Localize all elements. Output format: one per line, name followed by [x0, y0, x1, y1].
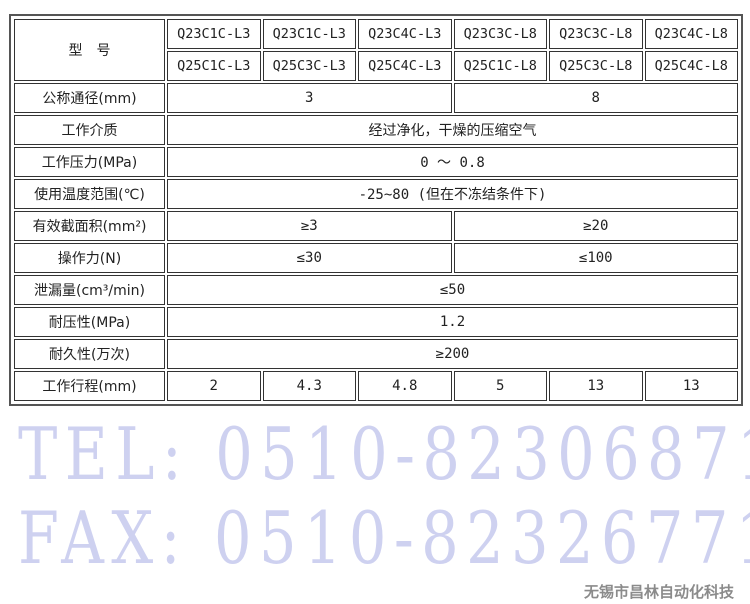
row-label: 有效截面积(mm²)	[14, 211, 165, 241]
model-cell: Q25C4C-L3	[358, 51, 452, 81]
pressure-row: 工作压力(MPa) 0 ～ 0.8	[14, 147, 738, 177]
row-label: 工作行程(mm)	[14, 371, 165, 401]
value-cell: 经过净化，干燥的压缩空气	[167, 115, 738, 145]
model-row-2: Q25C1C-L3 Q25C3C-L3 Q25C4C-L3 Q25C1C-L8 …	[14, 51, 738, 81]
value-cell: 0 ～ 0.8	[167, 147, 738, 177]
leak-row: 泄漏量(cm³/min) ≤50	[14, 275, 738, 305]
watermark-area: TEL: 0510-82306871 FAX: 0510-82326771 无锡…	[0, 412, 750, 604]
value-cell: 4.3	[262, 371, 356, 401]
model-label: 型 号	[14, 19, 165, 81]
model-cell: Q25C3C-L3	[262, 51, 356, 81]
temp-row: 使用温度范围(℃) -25~80 (但在不冻结条件下)	[14, 179, 738, 209]
model-cell: Q23C4C-L3	[358, 19, 452, 49]
value-cell: ≤100	[453, 243, 738, 273]
value-cell: ≥20	[453, 211, 738, 241]
row-label: 工作介质	[14, 115, 165, 145]
row-label: 工作压力(MPa)	[14, 147, 165, 177]
value-cell: 8	[453, 83, 738, 113]
tel-watermark: TEL: 0510-82306871	[18, 412, 750, 496]
model-cell: Q25C1C-L8	[453, 51, 547, 81]
durability-row: 耐久性(万次) ≥200	[14, 339, 738, 369]
fax-watermark: FAX: 0510-82326771	[18, 496, 750, 580]
value-cell: 4.8	[358, 371, 452, 401]
value-cell: 1.2	[167, 307, 738, 337]
spec-table: 型 号 Q23C1C-L3 Q23C1C-L3 Q23C4C-L3 Q23C3C…	[12, 17, 740, 403]
model-cell: Q23C3C-L8	[453, 19, 547, 49]
value-cell: ≤30	[167, 243, 452, 273]
model-cell: Q25C1C-L3	[167, 51, 261, 81]
area-row: 有效截面积(mm²) ≥3 ≥20	[14, 211, 738, 241]
force-row: 操作力(N) ≤30 ≤100	[14, 243, 738, 273]
model-cell: Q23C1C-L3	[262, 19, 356, 49]
value-cell: 13	[644, 371, 738, 401]
model-cell: Q23C1C-L3	[167, 19, 261, 49]
value-cell: -25~80 (但在不冻结条件下)	[167, 179, 738, 209]
value-cell: ≤50	[167, 275, 738, 305]
row-label: 泄漏量(cm³/min)	[14, 275, 165, 305]
value-cell: 5	[453, 371, 547, 401]
spec-table-frame: 型 号 Q23C1C-L3 Q23C1C-L3 Q23C4C-L3 Q23C3C…	[9, 14, 743, 406]
bore-row: 公称通径(mm) 3 8	[14, 83, 738, 113]
stroke-row: 工作行程(mm) 2 4.3 4.8 5 13 13	[14, 371, 738, 401]
row-label: 耐久性(万次)	[14, 339, 165, 369]
proof-row: 耐压性(MPa) 1.2	[14, 307, 738, 337]
company-watermark: 无锡市昌林自动化科技	[583, 583, 734, 601]
medium-row: 工作介质 经过净化，干燥的压缩空气	[14, 115, 738, 145]
row-label: 操作力(N)	[14, 243, 165, 273]
model-cell: Q25C4C-L8	[644, 51, 738, 81]
value-cell: ≥200	[167, 339, 738, 369]
value-cell: 3	[167, 83, 452, 113]
value-cell: 13	[549, 371, 643, 401]
model-cell: Q23C4C-L8	[644, 19, 738, 49]
model-cell: Q23C3C-L8	[549, 19, 643, 49]
row-label: 使用温度范围(℃)	[14, 179, 165, 209]
model-cell: Q25C3C-L8	[549, 51, 643, 81]
value-cell: ≥3	[167, 211, 452, 241]
row-label: 耐压性(MPa)	[14, 307, 165, 337]
row-label: 公称通径(mm)	[14, 83, 165, 113]
value-cell: 2	[167, 371, 261, 401]
model-row-1: 型 号 Q23C1C-L3 Q23C1C-L3 Q23C4C-L3 Q23C3C…	[14, 19, 738, 81]
